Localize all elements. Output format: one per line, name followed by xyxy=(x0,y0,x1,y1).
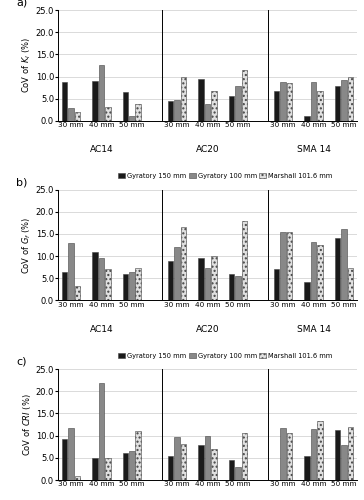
Bar xyxy=(348,427,353,480)
Text: c): c) xyxy=(16,357,27,367)
Bar xyxy=(274,90,280,121)
Legend: Gyratory 150 mm, Gyratory 100 mm, Marshall 101.6 mm: Gyratory 150 mm, Gyratory 100 mm, Marsha… xyxy=(118,173,332,179)
Bar xyxy=(75,286,80,300)
Text: SMA 14: SMA 14 xyxy=(297,145,331,154)
Bar xyxy=(62,82,67,121)
Bar xyxy=(229,274,234,300)
Bar xyxy=(317,90,323,121)
Bar xyxy=(105,270,111,300)
Bar xyxy=(129,116,135,121)
Bar xyxy=(168,456,173,480)
Bar xyxy=(286,83,292,121)
Bar xyxy=(92,458,98,480)
Bar xyxy=(68,108,74,121)
Bar xyxy=(92,81,98,121)
Bar xyxy=(174,100,180,121)
Bar xyxy=(68,428,74,480)
Bar xyxy=(348,268,353,300)
Bar xyxy=(75,476,80,480)
Bar xyxy=(311,429,316,480)
Bar xyxy=(286,434,292,480)
Bar xyxy=(211,449,217,480)
Bar xyxy=(181,228,186,300)
Legend: Gyratory 150 mm, Gyratory 100 mm, Marshall 101.6 mm: Gyratory 150 mm, Gyratory 100 mm, Marsha… xyxy=(118,352,332,358)
Bar xyxy=(280,428,286,480)
Bar xyxy=(341,446,347,480)
Bar xyxy=(205,104,210,121)
Bar xyxy=(129,272,135,300)
Text: a): a) xyxy=(16,0,28,8)
Bar xyxy=(168,101,173,121)
Bar xyxy=(304,456,310,480)
Bar xyxy=(135,268,141,300)
Bar xyxy=(348,76,353,121)
Bar xyxy=(235,86,241,121)
Bar xyxy=(235,276,241,300)
Bar xyxy=(242,70,247,121)
Bar xyxy=(181,444,186,480)
Bar xyxy=(174,436,180,480)
Bar xyxy=(286,232,292,300)
Bar xyxy=(105,458,111,480)
Bar xyxy=(311,82,316,121)
Bar xyxy=(317,245,323,300)
Bar xyxy=(205,436,210,480)
Bar xyxy=(62,439,67,480)
Bar xyxy=(129,451,135,480)
Bar xyxy=(335,86,340,121)
Text: AC20: AC20 xyxy=(196,145,219,154)
Bar xyxy=(335,238,340,300)
Bar xyxy=(235,466,241,480)
Bar xyxy=(198,78,204,121)
Bar xyxy=(242,220,247,300)
Bar xyxy=(198,258,204,300)
Bar xyxy=(168,260,173,300)
Bar xyxy=(242,434,247,480)
Bar xyxy=(274,270,280,300)
Bar xyxy=(280,232,286,300)
Bar xyxy=(135,431,141,480)
Y-axis label: CoV of $CRI$ (%): CoV of $CRI$ (%) xyxy=(21,393,33,456)
Bar xyxy=(135,104,141,121)
Bar xyxy=(105,106,111,121)
Bar xyxy=(335,430,340,480)
Bar xyxy=(205,268,210,300)
Bar xyxy=(99,384,104,480)
Bar xyxy=(174,247,180,300)
Bar xyxy=(75,112,80,121)
Text: AC20: AC20 xyxy=(196,325,219,334)
Bar xyxy=(304,282,310,300)
Bar xyxy=(211,256,217,300)
Bar xyxy=(123,92,128,121)
Bar xyxy=(341,230,347,300)
Bar xyxy=(99,66,104,121)
Y-axis label: CoV of $G_f$ (%): CoV of $G_f$ (%) xyxy=(20,216,33,274)
Bar xyxy=(304,116,310,121)
Bar xyxy=(99,258,104,300)
Bar xyxy=(317,422,323,480)
Bar xyxy=(92,252,98,300)
Bar xyxy=(62,272,67,300)
Bar xyxy=(229,96,234,121)
Bar xyxy=(311,242,316,300)
Bar xyxy=(341,80,347,121)
Text: SMA 14: SMA 14 xyxy=(297,325,331,334)
Text: b): b) xyxy=(16,178,28,188)
Bar xyxy=(229,460,234,480)
Bar xyxy=(198,444,204,480)
Bar xyxy=(211,90,217,121)
Bar xyxy=(280,82,286,121)
Text: AC14: AC14 xyxy=(90,325,113,334)
Bar xyxy=(123,274,128,300)
Text: AC14: AC14 xyxy=(90,145,113,154)
Bar xyxy=(181,76,186,121)
Bar xyxy=(68,243,74,300)
Y-axis label: CoV of $K_I$ (%): CoV of $K_I$ (%) xyxy=(20,38,33,94)
Bar xyxy=(123,454,128,480)
